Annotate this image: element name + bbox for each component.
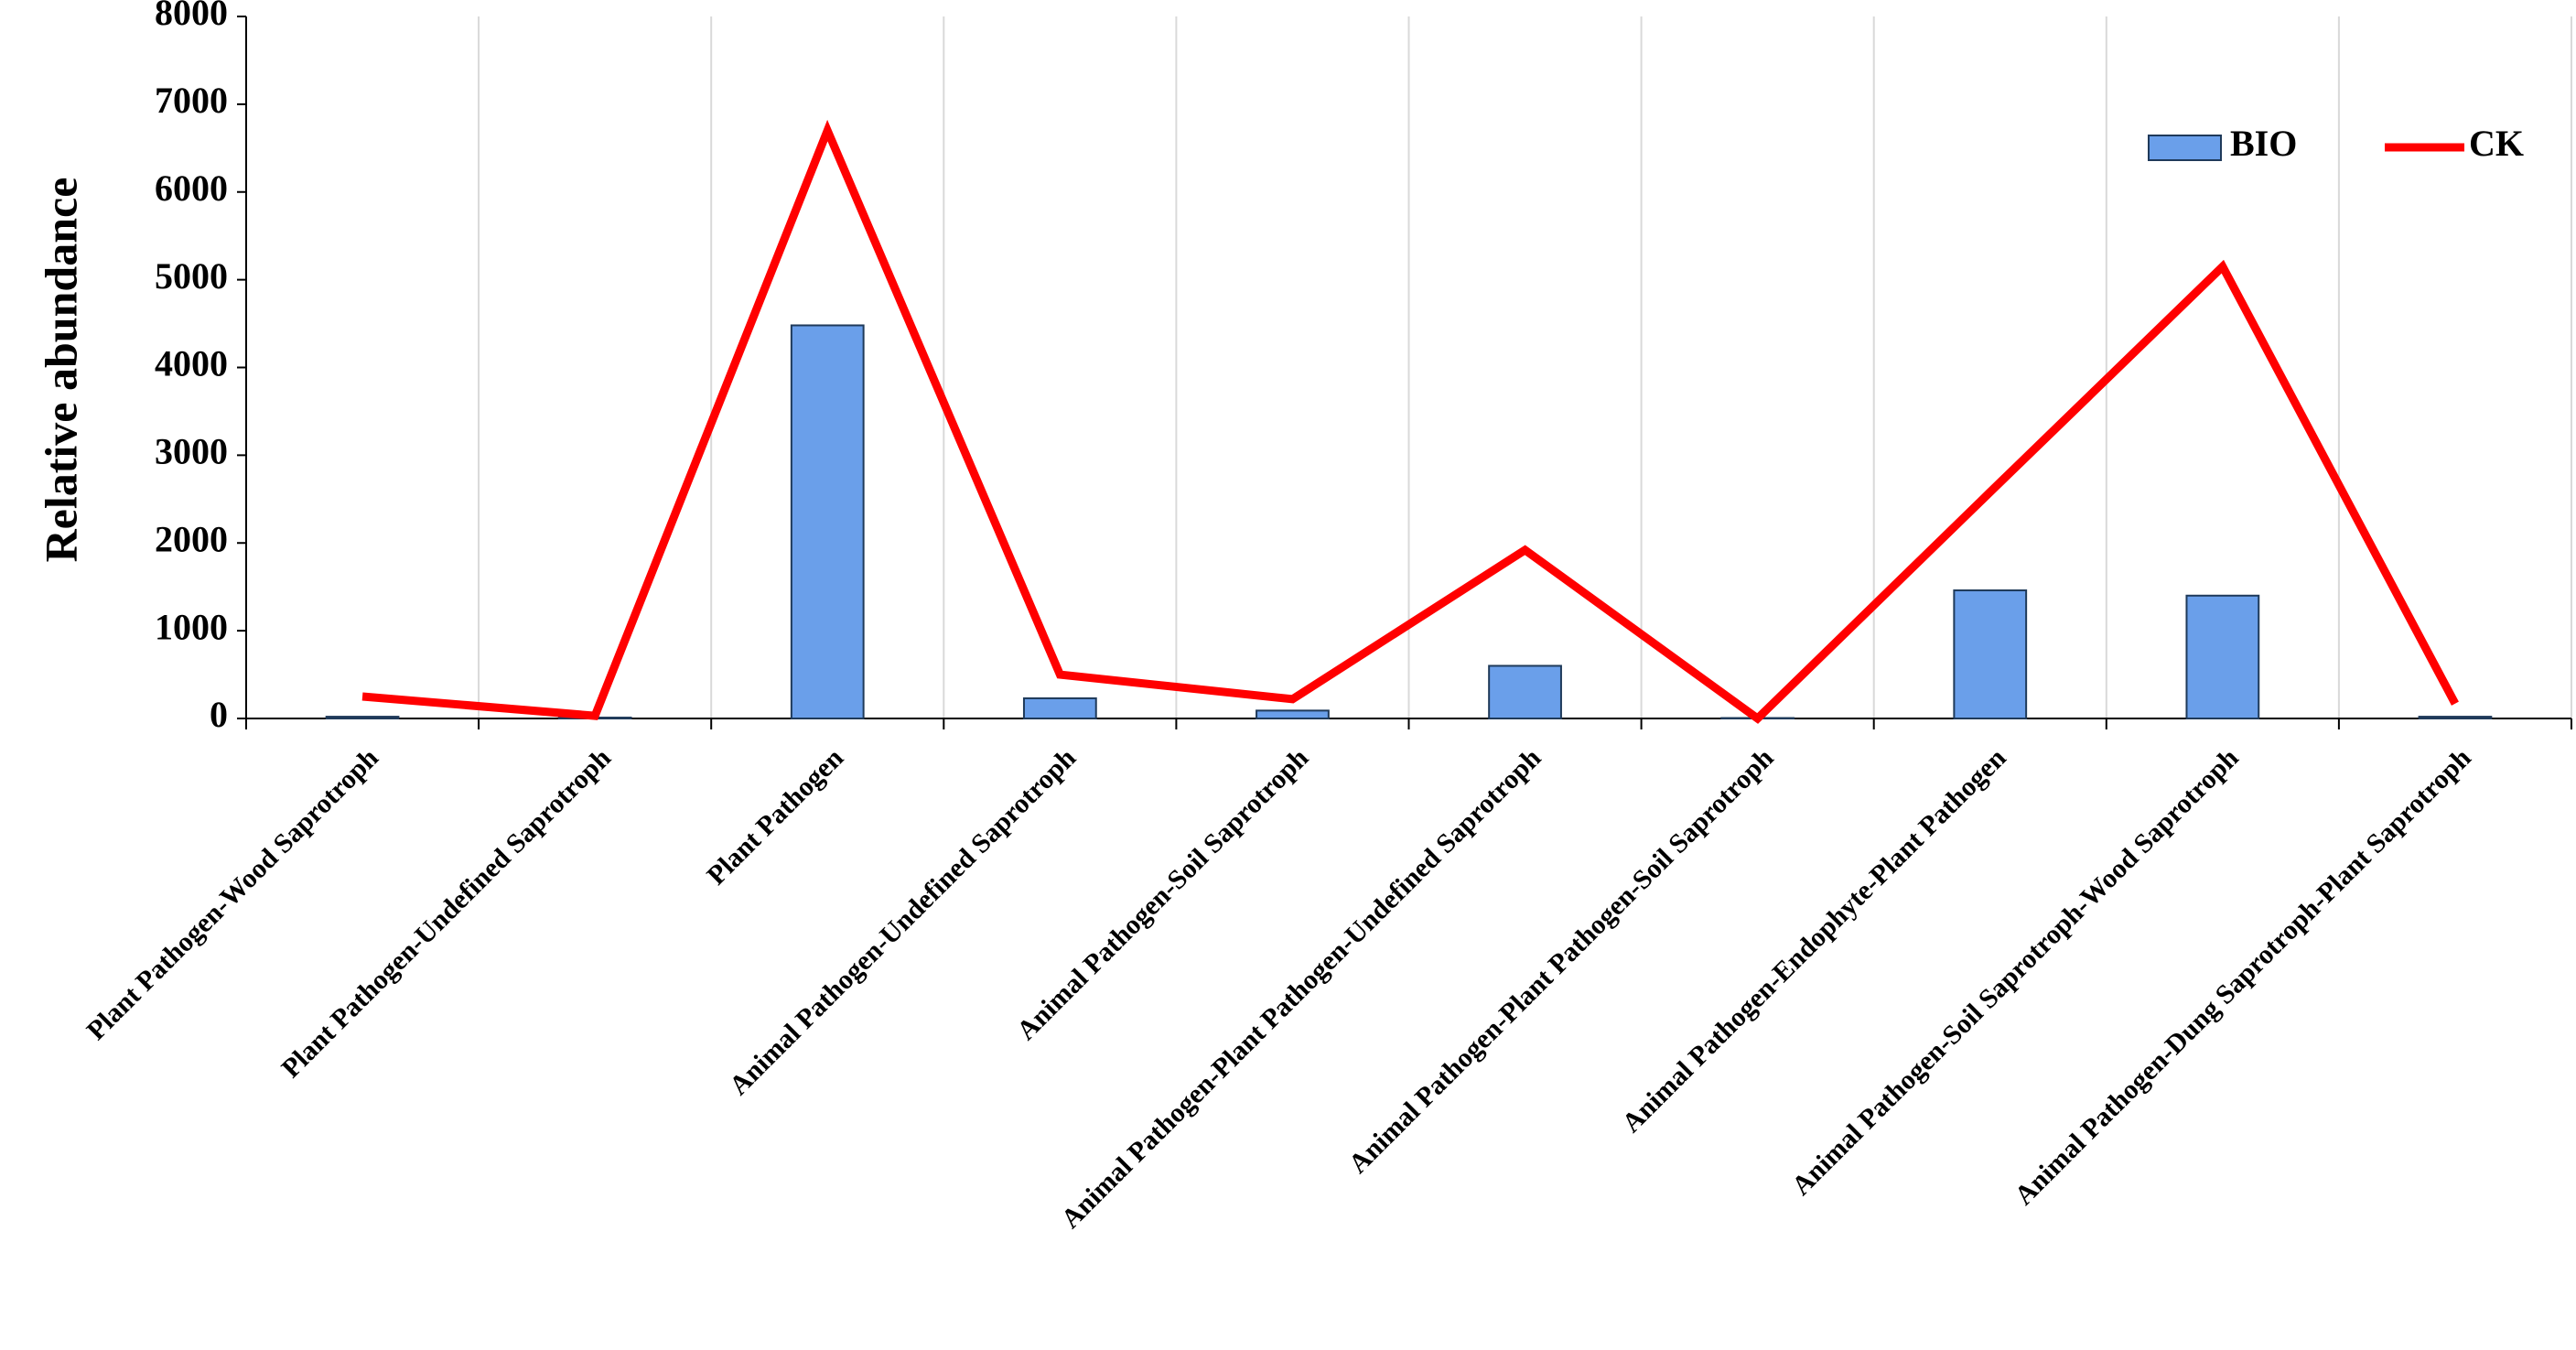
x-tick-label: Animal Pathogen-Soil Saprotroph-Wood Sap… — [1786, 742, 2245, 1201]
bar — [1953, 589, 2028, 720]
y-tick-label: 4000 — [155, 343, 228, 384]
x-tick-label: Animal Pathogen-Endophyte-Plant Pathogen — [1616, 742, 2012, 1139]
legend-label: BIO — [2230, 123, 2297, 164]
bar — [2418, 716, 2493, 720]
y-tick-label: 8000 — [155, 0, 228, 33]
legend-label: CK — [2469, 123, 2524, 164]
line — [361, 119, 2459, 724]
y-tick-label: 3000 — [155, 431, 228, 472]
x-tick-label: Plant Pathogen — [701, 742, 849, 891]
bar — [2185, 594, 2260, 720]
y-tick-label: 7000 — [155, 80, 228, 121]
y-tick-label: 2000 — [155, 518, 228, 559]
bar — [1022, 697, 1097, 719]
x-tick-label: Animal Pathogen-Plant Pathogen-Soil Sapr… — [1343, 742, 1780, 1179]
bar — [790, 324, 865, 719]
x-tick-label: Animal Pathogen-Dung Saprotroph-Plant Sa… — [2009, 742, 2477, 1211]
x-tick-label: Animal Pathogen-Plant Pathogen-Undefined… — [1055, 742, 1547, 1234]
y-tick-label: 5000 — [155, 255, 228, 297]
y-axis-label: Relative abundance — [35, 178, 86, 563]
y-tick-label: 0 — [210, 694, 228, 735]
bar — [1256, 709, 1330, 720]
y-tick-label: 6000 — [155, 167, 228, 209]
legend-swatch — [2148, 135, 2222, 161]
bar — [1488, 664, 1562, 719]
y-tick-label: 1000 — [155, 606, 228, 647]
bar — [325, 716, 400, 720]
